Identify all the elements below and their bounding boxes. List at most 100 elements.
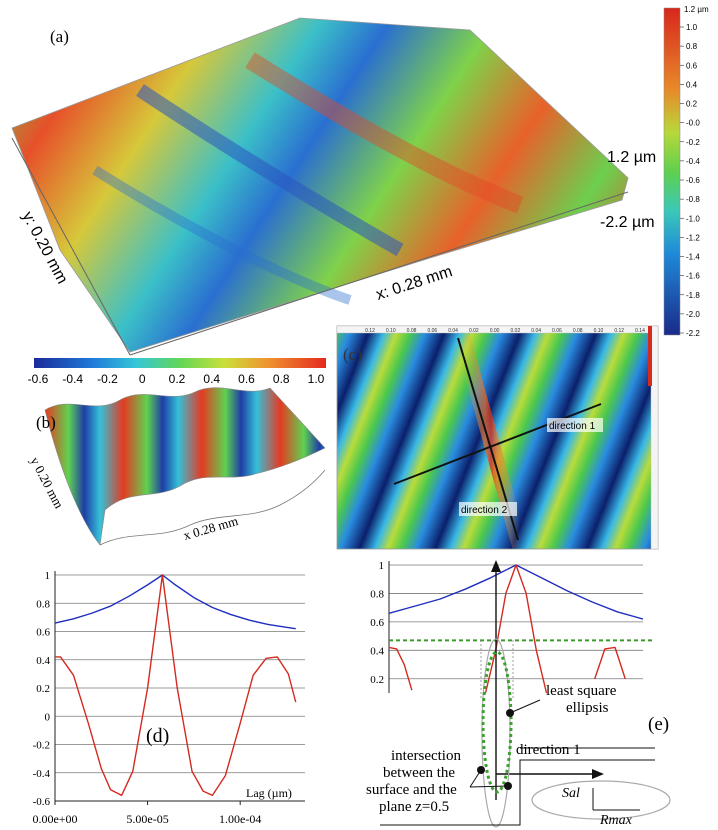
panel-c-x-tick: 0.10 bbox=[386, 328, 396, 334]
chart-e: 0.2 0.4 0.6 0.8 1 bbox=[370, 560, 653, 694]
colorbar-b-tick-label: 0.4 bbox=[203, 372, 220, 386]
y-tick-label: 0.6 bbox=[370, 617, 384, 629]
colorbar-a-tick-label: -1.4 bbox=[686, 253, 700, 262]
y-tick-label: 0.4 bbox=[370, 645, 384, 657]
x-tick-label: 5.00e-05 bbox=[126, 812, 168, 826]
x-tick-label: 0.00e+00 bbox=[32, 812, 77, 826]
arrow-head-up bbox=[491, 560, 501, 572]
panel-c-x-tick: 0.02 bbox=[469, 328, 479, 334]
colorbar-a-tick-label: -2.0 bbox=[686, 310, 700, 319]
intersection-label-3: surface and the bbox=[366, 782, 457, 798]
series-line-0 bbox=[54, 574, 296, 630]
least-square-label-2: ellipsis bbox=[566, 700, 609, 716]
panel-e-label: (e) bbox=[648, 714, 669, 735]
panel-b-x-axis: x 0.28 mm bbox=[182, 513, 240, 543]
panel-c-x-tick: 0.06 bbox=[427, 328, 437, 334]
direction-1-label: direction 1 bbox=[516, 742, 581, 758]
colorbar-b-tick-label: 1.0 bbox=[308, 372, 325, 386]
panel-a: (a) x: 0.28 mm y: 0.20 mm 1.2 µm -2.2 µm… bbox=[11, 5, 709, 356]
rmax-label: Rmax bbox=[599, 813, 633, 828]
colorbar-a-top-label: 1.2 µm bbox=[684, 5, 709, 14]
intersection-label-4-text: plane z=0.5 bbox=[379, 799, 449, 815]
panel-c-x-tick: 0.04 bbox=[531, 328, 541, 334]
colorbar-a-tick-label: -1.6 bbox=[686, 272, 700, 281]
panel-a-label: (a) bbox=[50, 27, 69, 46]
intersection-label-1: intersection bbox=[391, 748, 461, 764]
sal-rmax-ellipse bbox=[531, 780, 671, 820]
colorbar-a-ticks: 1.0 0.8 0.6 0.4 0.2 -0.0 -0.2 -0.4 -0.6 -0.8 -1.0 -… bbox=[680, 23, 700, 338]
colorbar-a-tick-label: -1.2 bbox=[686, 233, 700, 242]
intersection-label-2: between the bbox=[383, 765, 455, 781]
panel-c-x-tick: 0.02 bbox=[511, 328, 521, 334]
colorbar-a-tick-label: 0.6 bbox=[686, 61, 698, 70]
colorbar-a-tick-label: -0.4 bbox=[686, 157, 700, 166]
panel-c-x-tick: 0.06 bbox=[552, 328, 562, 334]
panel-c-x-tick: 0.12 bbox=[614, 328, 624, 334]
colorbar-a bbox=[663, 7, 681, 336]
surface-a bbox=[11, 17, 629, 353]
y-tick-label: 0.2 bbox=[36, 683, 50, 695]
y-tick-label: -0.6 bbox=[33, 796, 51, 808]
panel-c-direction-2: direction 2 bbox=[461, 505, 508, 516]
direction-1-line bbox=[393, 403, 602, 485]
colorbar-a-tick-label: -1.0 bbox=[686, 214, 700, 223]
y-tick-label: -0.4 bbox=[33, 768, 51, 780]
arrow-head-right bbox=[592, 769, 604, 779]
panel-b: -0.6 -0.4 -0.2 0 0.2 0.4 0.6 0.8 1.0 (b) x 0.28 … bbox=[27, 358, 326, 546]
colorbar-b-tick-label: 0.6 bbox=[238, 372, 255, 386]
panel-b-label: (b) bbox=[36, 413, 56, 432]
y-tick-label: 0.6 bbox=[36, 627, 50, 639]
panel-c-x-tick: 0.08 bbox=[573, 328, 583, 334]
y-tick-label: 0.2 bbox=[370, 674, 384, 686]
x-tick-label: 1.00e-04 bbox=[219, 812, 261, 826]
surface-b bbox=[44, 387, 326, 546]
series-line-0 bbox=[388, 564, 644, 620]
panel-c-x-tick: 0.10 bbox=[594, 328, 604, 334]
panel-a-z-bottom: -2.2 µm bbox=[600, 214, 655, 231]
panel-c-direction-1: direction 1 bbox=[549, 421, 596, 432]
panel-d-xlabel: Lag (µm) bbox=[246, 786, 292, 800]
colorbar-b-tick-label: 0.2 bbox=[169, 372, 186, 386]
panel-c: 0.12 0.10 0.08 0.06 0.04 0.02 0.00 0.02 0.04 0.06… bbox=[336, 325, 659, 550]
panel-c-x-tick: 0.00 bbox=[490, 328, 500, 334]
panel-c-x-tick: 0.04 bbox=[448, 328, 458, 334]
chart-d: -0.6 -0.4 -0.2 0 0.2 0.4 0.6 0.8 1 0.00e+00 5.00e-… bbox=[32, 570, 305, 826]
colorbar-b-tick-label: -0.2 bbox=[97, 372, 118, 386]
series-line-1 bbox=[55, 574, 297, 797]
panel-d-label: (d) bbox=[146, 725, 169, 747]
colorbar-a-tick-label: -0.2 bbox=[686, 138, 700, 147]
y-tick-label: -0.2 bbox=[33, 740, 50, 752]
y-tick-label: 0 bbox=[45, 711, 51, 723]
panel-a-z-top: 1.2 µm bbox=[607, 149, 656, 166]
sal-label: Sal bbox=[562, 786, 580, 801]
colorbar-a-tick-label: 0.4 bbox=[686, 80, 698, 89]
intersection-label-4: plane z=0.5 bbox=[379, 799, 449, 815]
series-line-1 bbox=[484, 564, 548, 694]
colorbar-b-tick-label: -0.6 bbox=[28, 372, 49, 386]
panel-c-x-tick: 0.08 bbox=[407, 328, 417, 334]
y-tick-label: 0.8 bbox=[370, 588, 384, 600]
series-line-2 bbox=[388, 646, 413, 691]
colorbar-a-tick-label: -0.0 bbox=[686, 119, 700, 128]
colorbar-a-tick-label: 0.8 bbox=[686, 42, 698, 51]
panel-c-x-tick: 0.12 bbox=[365, 328, 375, 334]
colorbar-a-tick-label: -0.8 bbox=[686, 195, 700, 204]
panel-c-x-tick: 0.14 bbox=[635, 328, 645, 334]
y-tick-label: 1 bbox=[45, 570, 51, 582]
intersection-ellipse bbox=[481, 650, 513, 794]
least-square-ellipse bbox=[481, 638, 511, 828]
panel-c-x-ticks: 0.12 0.10 0.08 0.06 0.04 0.02 0.00 0.02 0.04 0.06… bbox=[365, 328, 645, 334]
colorbar-a-tick-label: -1.8 bbox=[686, 291, 700, 300]
least-square-label-1: least square bbox=[546, 683, 617, 699]
colorbar-a-tick-label: -0.6 bbox=[686, 176, 700, 185]
colorbar-b-tick-label: 0.8 bbox=[273, 372, 290, 386]
colorbar-b-ticks: -0.6 -0.4 -0.2 0 0.2 0.4 0.6 0.8 1.0 bbox=[28, 372, 325, 386]
y-tick-label: 0.8 bbox=[36, 598, 50, 610]
colorbar-b-tick-label: 0 bbox=[139, 372, 146, 386]
colorbar-a-tick-label: 1.0 bbox=[686, 23, 698, 32]
colorbar-b bbox=[34, 358, 326, 368]
colorbar-a-tick-label: -2.2 bbox=[686, 329, 700, 338]
y-tick-label: 1 bbox=[379, 560, 385, 572]
y-tick-label: 0.4 bbox=[36, 655, 50, 667]
